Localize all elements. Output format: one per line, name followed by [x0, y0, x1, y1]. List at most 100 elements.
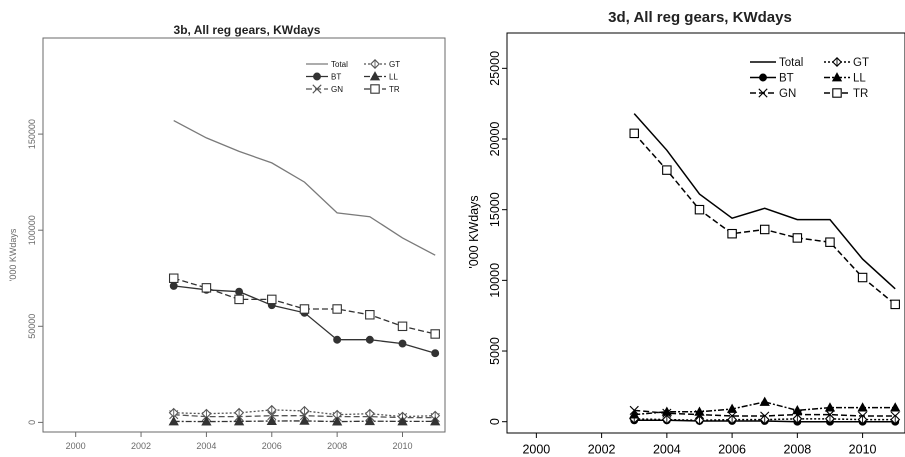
data-point-tr — [168, 273, 179, 283]
data-point-tr — [430, 329, 440, 339]
y-tick-label: 0 — [27, 420, 37, 425]
series-line-gt — [634, 418, 896, 422]
legend: Total BT GN GT LL TR — [306, 59, 400, 94]
data-point-ll — [824, 402, 836, 412]
data-point-ll — [792, 405, 803, 415]
series-ll — [629, 396, 901, 419]
chart-2: 3d, All reg gears, KWdays '000 KWdays 2000… — [467, 9, 905, 457]
x-tick-label: 2004 — [653, 443, 681, 457]
data-point-bt — [333, 335, 342, 344]
data-point-ll — [168, 416, 179, 426]
data-point-ll — [694, 406, 705, 416]
legend-label-ll: LL — [389, 72, 398, 81]
data-point-tr — [662, 165, 672, 175]
data-point-ll — [661, 406, 672, 416]
data-point-tr — [792, 233, 803, 243]
y-axis-label: '000 KWdays — [8, 228, 18, 281]
data-point-ll — [233, 416, 245, 426]
data-point-bt — [235, 287, 244, 296]
x-tick-label: 2010 — [849, 443, 877, 457]
y-tick-label: 10000 — [488, 263, 502, 298]
legend-label-gt: GT — [389, 60, 400, 69]
data-point-tr — [234, 294, 244, 305]
data-point-tr — [825, 237, 835, 247]
y-tick-label: 100000 — [27, 215, 37, 245]
series-total — [173, 120, 436, 256]
data-point-ll — [364, 415, 375, 426]
data-point-tr — [365, 310, 375, 320]
y-tick-label: 5000 — [488, 337, 502, 365]
series-total — [633, 113, 896, 290]
x-tick-label: 2000 — [522, 443, 550, 457]
legend-label-total: Total — [331, 60, 348, 69]
series-ll — [168, 415, 441, 426]
series-line-ll — [634, 401, 896, 416]
data-point-ll — [890, 402, 901, 412]
x-tick-label: 2008 — [327, 441, 347, 451]
series-gt — [168, 404, 441, 422]
legend-marker-bt — [759, 73, 767, 82]
data-point-tr — [727, 228, 737, 239]
data-point-ll — [397, 416, 408, 426]
data-point-ll — [857, 402, 868, 412]
chart-title: 3d, All reg gears, KWdays — [608, 9, 792, 26]
legend-label-ll: LL — [853, 73, 866, 85]
legend-marker-ll — [369, 71, 381, 81]
y-tick-label: 0 — [488, 418, 502, 425]
data-point-ll — [759, 396, 770, 406]
chart-title: 3b, All reg gears, KWdays — [174, 23, 321, 37]
data-point-gn-b — [267, 411, 277, 421]
data-point-tr — [397, 321, 408, 332]
data-point-tr — [299, 304, 310, 314]
data-point-bt — [398, 339, 407, 348]
series-line-total — [173, 120, 436, 256]
data-point-ll — [430, 416, 441, 426]
data-point-tr — [201, 283, 212, 293]
series-bt — [169, 281, 440, 358]
data-point-tr — [759, 224, 770, 235]
legend-label-gn: GN — [779, 88, 796, 100]
data-point-ll — [629, 409, 640, 419]
data-point-bt — [169, 281, 178, 290]
series-tr — [629, 128, 900, 310]
x-tick-label: 2006 — [262, 441, 282, 451]
x-tick-label: 2000 — [66, 441, 86, 451]
data-point-ll — [299, 415, 310, 425]
legend-marker-ll — [831, 72, 843, 82]
y-tick-label: 150000 — [27, 119, 37, 149]
legend-label-total: Total — [779, 57, 803, 69]
y-axis-label: '000 KWdays — [467, 195, 481, 268]
data-point-tr — [332, 304, 342, 314]
x-tick-label: 2008 — [783, 443, 811, 457]
legend-label-tr: TR — [853, 88, 868, 100]
data-point-tr — [890, 299, 900, 310]
legend-label-gt: GT — [853, 57, 869, 69]
legend-marker-gn-b — [312, 84, 322, 94]
data-point-ll — [332, 416, 343, 426]
series-line-ll — [173, 420, 436, 423]
legend-marker-tr — [832, 88, 842, 98]
legend-marker-bt — [313, 72, 321, 81]
plot-frame — [506, 32, 905, 434]
data-point-tr — [629, 128, 639, 139]
series-tr — [168, 273, 440, 339]
data-point-ll — [201, 416, 212, 426]
plot-frame — [42, 37, 446, 433]
x-tick-label: 2002 — [588, 443, 616, 457]
data-point-bt — [431, 349, 440, 358]
series-line-total — [633, 113, 896, 290]
x-tick-label: 2002 — [131, 441, 151, 451]
y-tick-label: 50000 — [27, 314, 37, 339]
chart-1: 3b, All reg gears, KWdays '000 KWdays 2000… — [8, 23, 446, 451]
x-tick-label: 2006 — [718, 443, 746, 457]
y-tick-label: 20000 — [488, 122, 502, 157]
x-tick-label: 2004 — [196, 441, 216, 451]
data-point-ll — [266, 415, 277, 425]
legend-label-gn: GN — [331, 85, 343, 94]
data-point-tr — [267, 294, 277, 305]
y-tick-label: 15000 — [488, 192, 502, 227]
legend-label-bt: BT — [331, 72, 341, 81]
x-tick-label: 2010 — [392, 441, 412, 451]
data-point-tr — [694, 204, 705, 215]
